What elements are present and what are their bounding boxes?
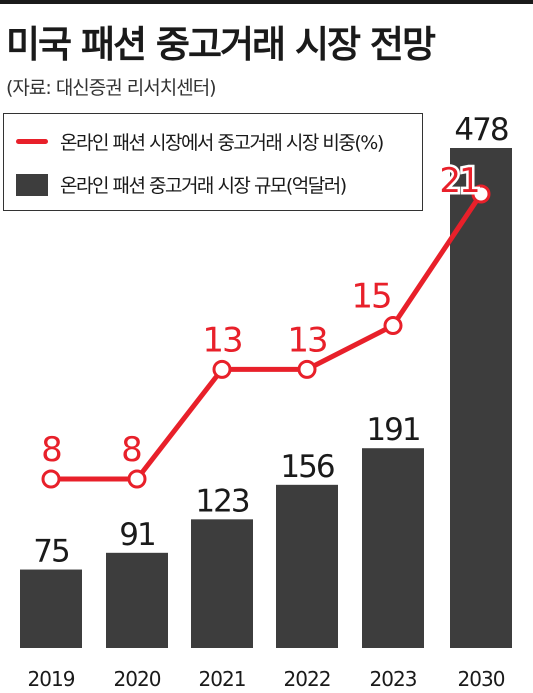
share-point-2020 [127,469,147,489]
x-tick-label-2022: 2022 [284,667,331,691]
x-tick-label-2019: 2019 [28,667,75,691]
share-value-label-2022: 13 [287,320,326,360]
legend-label-share: 온라인 패션 시장에서 중고거래 시장 비중(%) [60,132,384,154]
bar-value-label-2019: 75 [33,534,69,570]
top-rule [0,0,533,4]
x-tick-label-2023: 2023 [370,667,417,691]
x-tick-label-2021: 2021 [199,667,246,691]
share-value-label-2030: 21 [439,161,478,201]
bar-2020 [106,552,168,648]
x-tick-label-2020: 2020 [114,667,161,691]
bar-2023 [362,448,424,648]
legend: 온라인 패션 시장에서 중고거래 시장 비중(%) 온라인 패션 중고거래 시장… [3,113,423,211]
share-value-label-2023: 15 [351,277,390,317]
share-point-2019 [41,469,61,489]
chart-title: 미국 패션 중고거래 시장 전망 [6,23,436,66]
share-point-2021 [212,359,232,379]
legend-label-size: 온라인 패션 중고거래 시장 규모(억달러) [60,175,347,197]
bar-2030 [450,148,512,648]
share-value-label-2019: 8 [41,430,61,470]
bar-value-label-2020: 91 [119,517,154,553]
share-line [48,191,484,482]
share-point-2030 [471,184,491,204]
share-point-2023 [383,316,403,336]
bar-value-label-2021: 123 [195,483,248,519]
legend-line-swatch [16,139,48,144]
share-value-label-2020: 8 [121,430,141,470]
legend-bar-swatch [16,174,48,196]
bar-value-label-2022: 156 [280,449,333,485]
bar-2019 [20,569,82,648]
bar-2022 [276,484,338,648]
bar-value-label-2023: 191 [366,412,419,448]
x-tick-label-2030: 2030 [458,667,505,691]
chart-source: (자료: 대신증권 리서치센터) [6,77,217,99]
share-point-2022 [297,359,317,379]
bar-value-label-2030: 478 [454,112,507,148]
bar-2021 [191,519,253,648]
share-value-label-2021: 13 [202,320,241,360]
